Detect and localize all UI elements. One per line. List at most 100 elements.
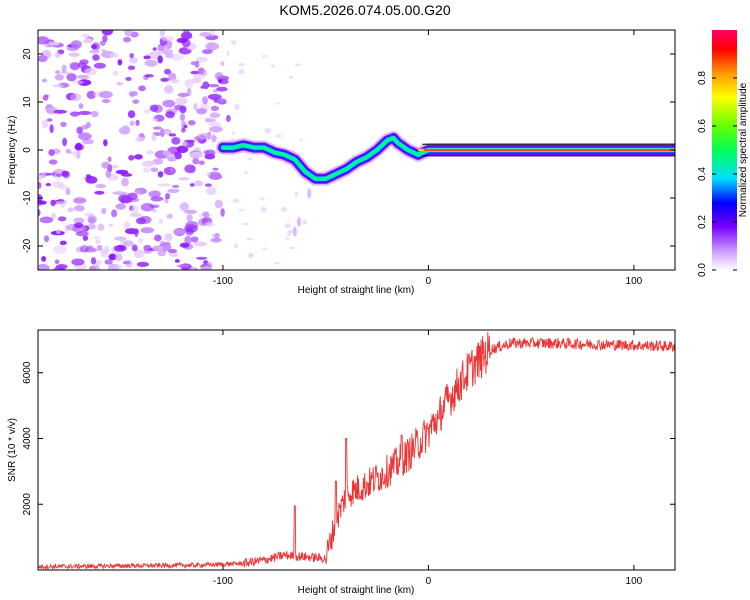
noise-blob — [171, 137, 181, 145]
noise-blob — [226, 114, 231, 123]
noise-blob — [130, 31, 139, 38]
noise-blob — [299, 138, 303, 141]
noise-blob — [123, 220, 131, 230]
noise-blob — [204, 149, 216, 156]
noise-blob — [42, 94, 49, 101]
colorbar-label: Normalized spectral amplitude — [738, 82, 749, 217]
noise-blob — [123, 240, 134, 247]
noise-blob — [165, 111, 175, 119]
noise-blob — [67, 150, 73, 154]
noise-blob — [234, 103, 240, 110]
noise-blob — [93, 62, 106, 69]
noise-blob — [86, 90, 96, 100]
noise-blob — [205, 42, 220, 51]
noise-blob — [238, 62, 245, 67]
noise-blob — [38, 200, 47, 205]
noise-blob — [38, 55, 48, 63]
snr-x-axis-label: Height of straight line (km) — [298, 585, 415, 596]
noise-blob — [246, 237, 253, 241]
noise-blob — [143, 55, 151, 60]
noise-blob — [207, 83, 220, 88]
noise-blob — [144, 74, 155, 78]
noise-blob — [184, 164, 196, 174]
noise-blob — [163, 128, 172, 135]
noise-blob — [176, 264, 190, 268]
noise-blob — [79, 59, 89, 65]
noise-blob — [170, 78, 180, 84]
noise-blob — [56, 173, 62, 177]
noise-blob — [81, 33, 90, 38]
noise-blob — [205, 172, 211, 177]
noise-blob — [159, 30, 166, 37]
noise-blob — [179, 113, 186, 122]
noise-blob — [112, 70, 119, 76]
noise-blob — [238, 209, 245, 212]
noise-blob — [124, 30, 133, 37]
colorbar-tick-label: 0.8 — [697, 71, 708, 85]
noise-blob — [214, 199, 223, 209]
noise-blob — [284, 237, 291, 240]
noise-blob — [135, 217, 147, 225]
noise-blob — [200, 265, 212, 270]
noise-blob — [273, 262, 281, 265]
noise-blob — [230, 40, 237, 45]
noise-blob — [177, 92, 189, 98]
noise-blob — [189, 151, 204, 158]
noise-blob — [211, 134, 217, 143]
noise-blob — [152, 208, 158, 213]
noise-blob — [114, 244, 127, 252]
noise-blob — [57, 216, 67, 222]
noise-blob — [67, 207, 74, 213]
noise-blob — [74, 142, 83, 151]
noise-blob — [258, 197, 266, 200]
noise-blob — [56, 200, 68, 205]
snr-plot-area — [38, 330, 675, 570]
noise-blob — [101, 207, 107, 215]
noise-speckle — [38, 30, 307, 270]
noise-blob — [89, 49, 100, 54]
noise-blob — [70, 111, 80, 117]
noise-blob — [162, 150, 172, 156]
noise-blob — [130, 204, 140, 214]
noise-blob — [150, 167, 159, 173]
noise-blob — [78, 103, 84, 109]
ridge-stray — [296, 217, 301, 227]
noise-blob — [41, 78, 48, 83]
noise-blob — [182, 30, 190, 33]
noise-blob — [135, 189, 142, 195]
snr-y-tick-label: 4000 — [22, 427, 33, 450]
noise-blob — [72, 150, 82, 158]
noise-blob — [77, 132, 92, 141]
noise-blob — [176, 145, 189, 154]
noise-blob — [108, 53, 119, 58]
noise-blob — [108, 253, 117, 261]
noise-blob — [209, 126, 223, 133]
noise-blob — [190, 236, 199, 243]
noise-blob — [121, 173, 133, 177]
noise-blob — [157, 171, 164, 178]
noise-blob — [157, 183, 172, 187]
snr-frame — [37, 329, 676, 571]
noise-blob — [202, 81, 210, 90]
noise-blob — [55, 70, 61, 74]
noise-blob — [174, 258, 180, 263]
noise-blob — [175, 97, 188, 106]
snr-series — [38, 331, 675, 570]
noise-blob — [170, 53, 184, 61]
noise-blob — [71, 80, 84, 85]
noise-blob — [189, 183, 195, 187]
noise-blob — [61, 64, 67, 74]
noise-blob — [151, 133, 157, 142]
noise-blob — [152, 118, 158, 122]
noise-blob — [172, 228, 185, 236]
noise-blob — [49, 42, 60, 46]
noise-blob — [82, 138, 95, 145]
noise-blob — [138, 85, 146, 92]
noise-blob — [78, 110, 92, 116]
colorbar-tick-label: 0.0 — [697, 263, 708, 277]
noise-blob — [148, 51, 161, 60]
noise-blob — [157, 55, 163, 64]
noise-blob — [287, 229, 295, 234]
noise-blob — [99, 90, 113, 99]
